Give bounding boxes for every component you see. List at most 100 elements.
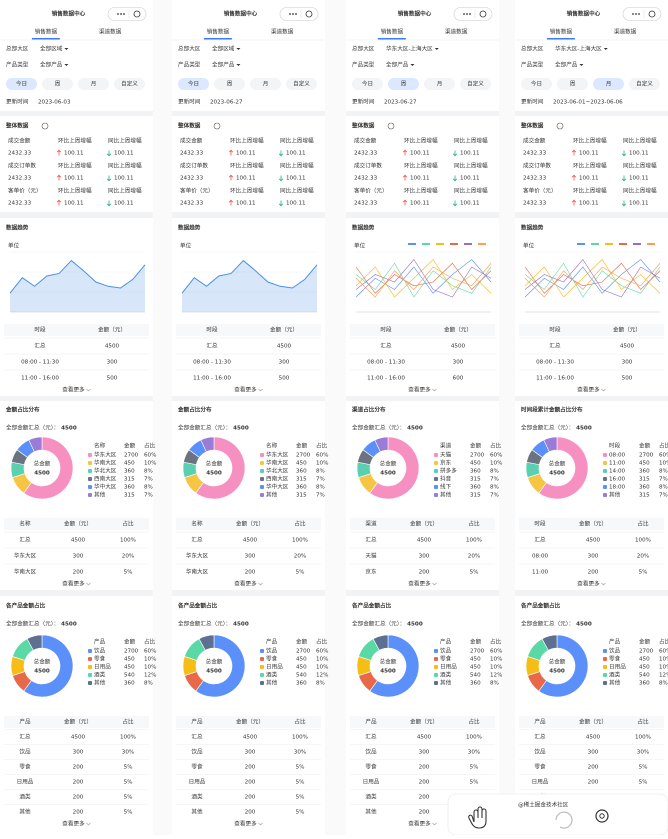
table-cell: 20% <box>294 554 306 560</box>
period-label[interactable]: 周 <box>401 81 407 88</box>
legend-amount: 360 <box>296 469 307 475</box>
period-label[interactable]: 月 <box>437 81 443 88</box>
table-header-bg <box>176 324 321 336</box>
period-label[interactable]: 自定义 <box>293 80 310 88</box>
legend-percent: 10% <box>659 461 668 467</box>
period-button[interactable] <box>460 78 491 90</box>
more-link[interactable]: 查看更多 <box>234 820 257 828</box>
trend-arrow <box>106 200 112 207</box>
table-header: 占比 <box>468 718 480 726</box>
hand-icon[interactable] <box>468 806 487 829</box>
period-label[interactable]: 自定义 <box>467 80 484 88</box>
update-value[interactable]: 2023-06-03 <box>38 100 71 106</box>
period-button[interactable] <box>593 78 624 90</box>
more-link[interactable]: 查看更多 <box>408 386 431 394</box>
more-caret <box>258 822 263 826</box>
tab[interactable]: 销售数据 <box>35 28 58 36</box>
period-label[interactable]: 月 <box>91 81 97 88</box>
filter-value[interactable]: 华东大区-上海大区 <box>386 45 433 53</box>
period-label[interactable]: 今日 <box>188 80 199 88</box>
legend-swatch <box>591 243 599 245</box>
more-link[interactable]: 查看更多 <box>62 386 85 394</box>
period-button[interactable] <box>114 78 145 90</box>
period-label[interactable]: 今日 <box>362 80 373 88</box>
period-button[interactable] <box>424 78 455 90</box>
period-button[interactable] <box>629 78 660 90</box>
filter-value[interactable]: 全部产品 <box>555 61 578 69</box>
trend-line <box>355 263 492 298</box>
period-button[interactable] <box>214 78 245 90</box>
table-header: 时段 <box>206 326 218 334</box>
tab[interactable]: 销售数据 <box>207 28 230 36</box>
redo-icon[interactable] <box>555 811 573 829</box>
legend-amount: 360 <box>639 485 650 491</box>
period-button[interactable] <box>78 78 109 90</box>
period-button[interactable] <box>388 78 419 90</box>
tab[interactable]: 渠道数据 <box>614 28 637 36</box>
period-label[interactable]: 自定义 <box>121 80 138 88</box>
table-header: 金额（元） <box>410 520 438 528</box>
period-button[interactable] <box>250 78 281 90</box>
period-label[interactable]: 周 <box>227 81 233 88</box>
table-cell: 200 <box>588 570 599 576</box>
filter-value[interactable]: 华东大区-上海大区 <box>555 45 602 53</box>
legend-swatch <box>603 461 607 465</box>
period-button[interactable] <box>557 78 588 90</box>
more-link[interactable]: 查看更多 <box>234 386 257 394</box>
period-button[interactable] <box>6 78 37 90</box>
table-cell: 100% <box>292 735 308 741</box>
period-label[interactable]: 月 <box>263 81 269 88</box>
more-link[interactable]: 查看更多 <box>62 580 85 588</box>
more-link[interactable]: 查看更多 <box>408 580 431 588</box>
filter-value[interactable]: 全部区域 <box>212 45 235 53</box>
tab[interactable]: 渠道数据 <box>271 28 294 36</box>
tab[interactable]: 渠道数据 <box>99 28 122 36</box>
period-label[interactable]: 周 <box>55 81 61 88</box>
trend-line <box>524 262 661 294</box>
period-label[interactable]: 周 <box>570 81 576 88</box>
update-value[interactable]: 2023-06-27 <box>384 100 417 106</box>
period-button[interactable] <box>352 78 383 90</box>
more-link[interactable]: 查看更多 <box>577 386 600 394</box>
legend-amount: 540 <box>124 673 135 679</box>
filter-value[interactable]: 全部区域 <box>40 45 63 53</box>
table-cell: 零食 <box>534 763 546 771</box>
tab[interactable]: 渠道数据 <box>445 28 468 36</box>
settings-icon[interactable] <box>595 809 609 823</box>
legend-percent: 8% <box>490 485 499 491</box>
tab[interactable]: 销售数据 <box>550 28 573 36</box>
card <box>172 401 325 590</box>
more-link[interactable]: 查看更多 <box>234 580 257 588</box>
filter-value[interactable]: 全部产品 <box>212 61 235 69</box>
update-value[interactable]: 2023-06-27 <box>210 100 243 106</box>
period-button[interactable] <box>178 78 209 90</box>
legend-amount: 360 <box>296 485 307 491</box>
table-cell: 5% <box>296 780 305 786</box>
legend-name: 其他 <box>94 679 106 687</box>
table-cell: 4500 <box>277 344 292 350</box>
period-label[interactable]: 自定义 <box>636 80 653 88</box>
metric-value: 100.11 <box>460 176 480 182</box>
legend-swatch <box>647 243 655 245</box>
more-link[interactable]: 查看更多 <box>62 820 85 828</box>
period-label[interactable]: 今日 <box>16 80 27 88</box>
period-button[interactable] <box>42 78 73 90</box>
tab[interactable]: 销售数据 <box>381 28 404 36</box>
trend-arrow <box>402 199 408 206</box>
table-cell: 100% <box>635 538 651 544</box>
filter-value[interactable]: 全部产品 <box>386 61 409 69</box>
more-link[interactable]: 查看更多 <box>577 580 600 588</box>
period-button[interactable] <box>286 78 317 90</box>
period-label[interactable]: 月 <box>606 81 612 88</box>
section-title: 金额占比分布 <box>177 406 212 414</box>
trend-arrow <box>106 175 112 182</box>
filter-value[interactable]: 全部产品 <box>40 61 63 69</box>
table-cell: 200 <box>588 765 599 771</box>
more-link[interactable]: 查看更多 <box>408 820 431 828</box>
legend-amount: 2700 <box>296 453 311 459</box>
update-value[interactable]: 2023-06-01~2023-06-06 <box>553 100 623 106</box>
table-cell: 11:00 <box>532 570 549 576</box>
period-label[interactable]: 今日 <box>531 80 542 88</box>
period-button[interactable] <box>521 78 552 90</box>
